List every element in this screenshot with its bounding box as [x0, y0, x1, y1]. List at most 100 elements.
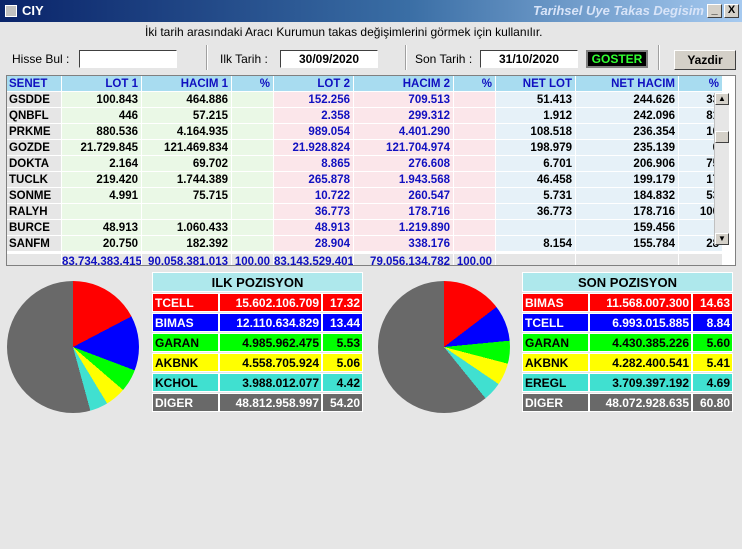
- yazdir-button[interactable]: Yazdir: [674, 50, 736, 70]
- symbol-cell: PRKME: [7, 124, 62, 140]
- table-row[interactable]: DOKTA 2.164 69.702 8.865 276.608 6.701 206.906…: [7, 156, 735, 172]
- column-header[interactable]: LOT 1: [62, 76, 142, 92]
- column-header[interactable]: HACIM 1: [142, 76, 232, 92]
- symbol-cell: QNBFL: [7, 108, 62, 124]
- column-header[interactable]: %: [454, 76, 496, 92]
- value-cell: 21.928.824: [274, 140, 354, 156]
- value-cell: 4.991: [62, 188, 142, 204]
- vertical-scrollbar[interactable]: ▲ ▼: [714, 93, 729, 245]
- position-row: DIGER 48.072.928.635 60.80: [522, 393, 733, 413]
- column-header[interactable]: LOT 2: [274, 76, 354, 92]
- value-cell: 69.702: [142, 156, 232, 172]
- table-header-row[interactable]: SENET LOT 1 HACIM 1% LOT 2 HACIM 2% NET LOT NE…: [7, 76, 735, 92]
- value-cell: 48.913: [62, 220, 142, 236]
- position-name: BIMAS: [522, 293, 589, 312]
- table-row[interactable]: TUCLK 219.420 1.744.389 265.878 1.943.568 46.…: [7, 172, 735, 188]
- table-row[interactable]: SANFM 20.750 182.392 28.904 338.176 8.154 155.…: [7, 236, 735, 252]
- column-header[interactable]: %: [679, 76, 723, 92]
- value-cell: [454, 140, 496, 156]
- total-cell: [496, 254, 576, 265]
- value-cell: 989.054: [274, 124, 354, 140]
- minimize-button[interactable]: _: [707, 4, 722, 18]
- position-name: AKBNK: [522, 353, 589, 372]
- son-tarih-label: Son Tarih :: [415, 52, 473, 66]
- position-row: BIMAS 12.110.634.829 13.44: [152, 313, 363, 333]
- divider: [206, 45, 208, 70]
- column-header[interactable]: SENET: [7, 76, 62, 92]
- value-cell: 108.518: [496, 124, 576, 140]
- title-bar: CIY Tarihsel Uye Takas Degisim _ X: [0, 0, 742, 22]
- value-cell: [232, 92, 274, 108]
- value-cell: 51.413: [496, 92, 576, 108]
- symbol-cell: GOZDE: [7, 140, 62, 156]
- column-header[interactable]: %: [232, 76, 274, 92]
- value-cell: [232, 140, 274, 156]
- position-row: BIMAS 11.568.007.300 14.63: [522, 293, 733, 313]
- table-row[interactable]: GSDDE 100.843 464.886 152.256 709.513 51.413 2…: [7, 92, 735, 108]
- value-cell: [454, 172, 496, 188]
- position-value: 11.568.007.300: [589, 293, 692, 312]
- column-header[interactable]: HACIM 2: [354, 76, 454, 92]
- value-cell: 219.420: [62, 172, 142, 188]
- symbol-cell: BURCE: [7, 220, 62, 236]
- value-cell: [62, 204, 142, 220]
- value-cell: 1.912: [496, 108, 576, 124]
- close-button[interactable]: X: [724, 4, 739, 18]
- value-cell: 276.608: [354, 156, 454, 172]
- position-value: 4.985.962.475: [219, 333, 322, 352]
- total-cell: [679, 254, 723, 265]
- table-row[interactable]: QNBFL 446 57.215 2.358 299.312 1.912 242.096 81: [7, 108, 735, 124]
- value-cell: [454, 204, 496, 220]
- data-table[interactable]: SENET LOT 1 HACIM 1% LOT 2 HACIM 2% NET LOT NE…: [6, 75, 736, 266]
- table-row[interactable]: PRKME 880.536 4.164.935 989.054 4.401.290 108…: [7, 124, 735, 140]
- position-value: 3.988.012.077: [219, 373, 322, 392]
- son-tarih-input[interactable]: 31/10/2020: [480, 50, 578, 68]
- position-name: TCELL: [522, 313, 589, 332]
- value-cell: 464.886: [142, 92, 232, 108]
- window-subtitle: Tarihsel Uye Takas Degisim: [532, 3, 704, 18]
- table-row[interactable]: SONME 4.991 75.715 10.722 260.547 5.731 184.83…: [7, 188, 735, 204]
- value-cell: 265.878: [274, 172, 354, 188]
- scroll-thumb[interactable]: [715, 131, 729, 143]
- value-cell: 1.060.433: [142, 220, 232, 236]
- column-header[interactable]: NET LOT: [496, 76, 576, 92]
- value-cell: [454, 188, 496, 204]
- value-cell: 182.392: [142, 236, 232, 252]
- symbol-cell: RALYH: [7, 204, 62, 220]
- position-row: TCELL 15.602.106.709 17.32: [152, 293, 363, 313]
- position-pct: 14.63: [692, 293, 733, 312]
- position-pct: 5.53: [322, 333, 363, 352]
- value-cell: 2.164: [62, 156, 142, 172]
- value-cell: 1.744.389: [142, 172, 232, 188]
- total-cell: 100,00: [454, 254, 496, 265]
- position-value: 3.709.397.192: [589, 373, 692, 392]
- app-icon: [5, 5, 17, 17]
- position-value: 4.282.400.541: [589, 353, 692, 372]
- value-cell: 1.943.568: [354, 172, 454, 188]
- value-cell: 155.784: [576, 236, 679, 252]
- position-row: TCELL 6.993.015.885 8.84: [522, 313, 733, 333]
- window-title: CIY: [22, 3, 44, 18]
- hisse-input[interactable]: [79, 50, 177, 68]
- table-row[interactable]: GOZDE 21.729.845 121.469.834 21.928.824 121.…: [7, 140, 735, 156]
- position-name: GARAN: [152, 333, 219, 352]
- value-cell: 2.358: [274, 108, 354, 124]
- position-value: 12.110.634.829: [219, 313, 322, 332]
- ilk-tarih-input[interactable]: 30/09/2020: [280, 50, 378, 68]
- total-cell: 79.056.134.782: [354, 254, 454, 265]
- scroll-up-arrow[interactable]: ▲: [715, 93, 729, 105]
- value-cell: 46.458: [496, 172, 576, 188]
- table-row[interactable]: RALYH 36.773 178.716 36.773 178.716 100: [7, 204, 735, 220]
- value-cell: 235.139: [576, 140, 679, 156]
- scroll-down-arrow[interactable]: ▼: [715, 233, 729, 245]
- column-header[interactable]: NET HACIM: [576, 76, 679, 92]
- table-row[interactable]: BURCE 48.913 1.060.433 48.913 1.219.890 159.4…: [7, 220, 735, 236]
- value-cell: 446: [62, 108, 142, 124]
- value-cell: 6.701: [496, 156, 576, 172]
- table-total-row[interactable]: 83.734.383.415 90.058.381.013 100,00 83.143…: [7, 254, 735, 265]
- value-cell: 121.704.974: [354, 140, 454, 156]
- ilk-tarih-label: Ilk Tarih :: [220, 52, 268, 66]
- value-cell: 199.179: [576, 172, 679, 188]
- position-name: BIMAS: [152, 313, 219, 332]
- goster-button[interactable]: GOSTER: [586, 50, 648, 68]
